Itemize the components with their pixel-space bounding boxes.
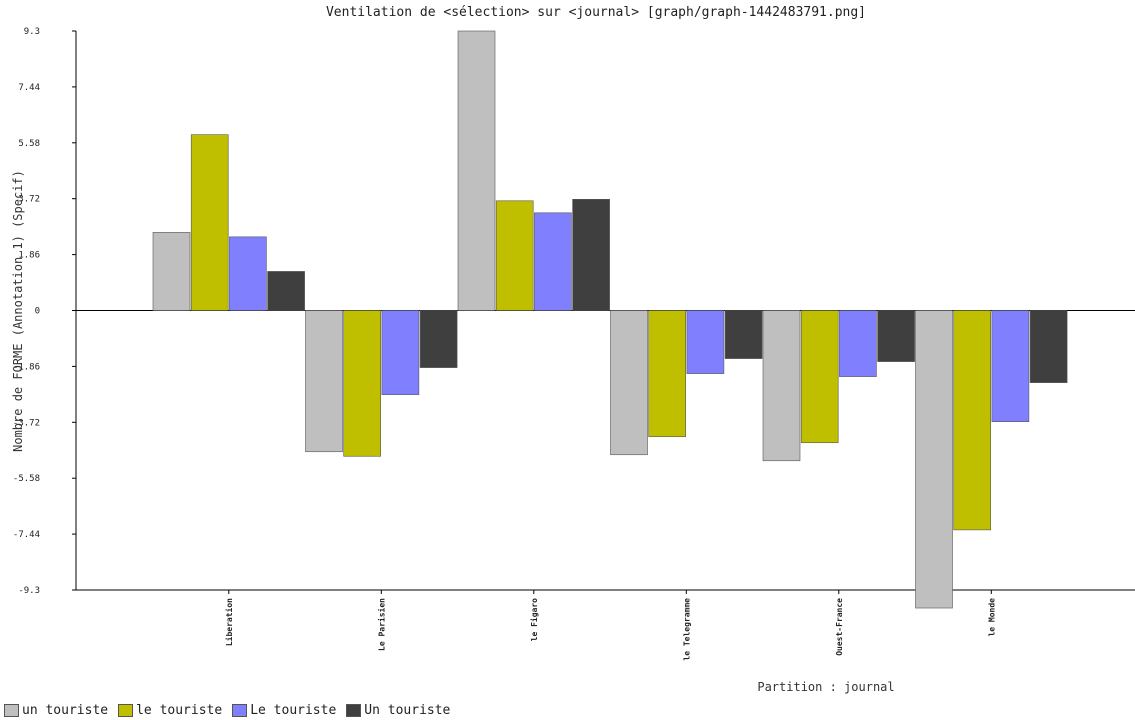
y-tick-label: 7.44 <box>18 83 40 93</box>
category-label: Le Parisien <box>376 598 386 651</box>
legend-item: un touriste <box>4 703 108 718</box>
bar <box>878 311 915 362</box>
y-tick-label: 3.72 <box>18 195 40 205</box>
category-label: Liberation <box>224 598 234 646</box>
legend-item: le touriste <box>118 703 222 718</box>
bar <box>916 311 953 609</box>
legend-item: Le touriste <box>232 703 336 718</box>
category-labels: Liberation Le Parisien le Figaro le Telegra… <box>224 590 997 661</box>
y-tick-label: -1.86 <box>13 362 40 372</box>
bar <box>306 311 343 452</box>
bar <box>573 199 610 310</box>
bars <box>153 31 1067 608</box>
bar <box>611 311 648 455</box>
x-axis-label: Partition : journal <box>757 680 894 694</box>
bar <box>725 311 762 359</box>
bar <box>191 135 228 311</box>
bar <box>763 311 800 461</box>
category-label: le Monde <box>987 598 996 637</box>
bar <box>992 311 1029 422</box>
legend-swatch <box>232 704 247 717</box>
legend-label: le touriste <box>136 703 222 718</box>
bar <box>839 311 876 377</box>
bar <box>649 311 686 437</box>
y-tick-label: 9.3 <box>24 27 40 37</box>
bar <box>382 311 419 395</box>
chart-title: Ventilation de <sélection> sur <journal>… <box>326 5 866 20</box>
bar <box>420 311 457 368</box>
y-axis-label: Nombre de FORME (Annotation 1) (Specif) <box>11 170 25 452</box>
legend-swatch <box>4 704 19 717</box>
category-label: Ouest-France <box>835 598 844 656</box>
y-tick-label: -9.3 <box>18 586 40 596</box>
legend-swatch <box>346 704 361 717</box>
legend-label: Un touriste <box>364 703 450 718</box>
y-tick-label: -7.44 <box>13 530 40 540</box>
bar <box>153 232 190 310</box>
chart-svg: Ventilation de <sélection> sur <journal>… <box>0 0 1135 700</box>
bar <box>954 311 991 530</box>
y-tick-label: 1.86 <box>18 251 40 261</box>
bar <box>344 311 381 457</box>
legend-label: un touriste <box>22 703 108 718</box>
legend-swatch <box>118 704 133 717</box>
legend-label: Le touriste <box>250 703 336 718</box>
category-label: le Figaro <box>529 598 539 642</box>
y-tick-label: -3.72 <box>13 418 40 428</box>
y-tick-label: 5.58 <box>18 139 40 149</box>
bar <box>534 213 571 311</box>
y-tick-label: -5.58 <box>13 474 40 484</box>
y-tick-label: 0 <box>35 307 40 317</box>
legend: un touriste le touriste Le touriste Un tour… <box>4 703 450 718</box>
category-label: le Telegramme <box>682 598 691 661</box>
legend-item: Un touriste <box>346 703 450 718</box>
bar <box>268 271 305 310</box>
bar <box>801 311 838 443</box>
bar <box>229 237 266 311</box>
bar <box>1030 311 1067 383</box>
bar <box>458 31 495 311</box>
bar <box>496 201 533 311</box>
bar <box>687 311 724 374</box>
